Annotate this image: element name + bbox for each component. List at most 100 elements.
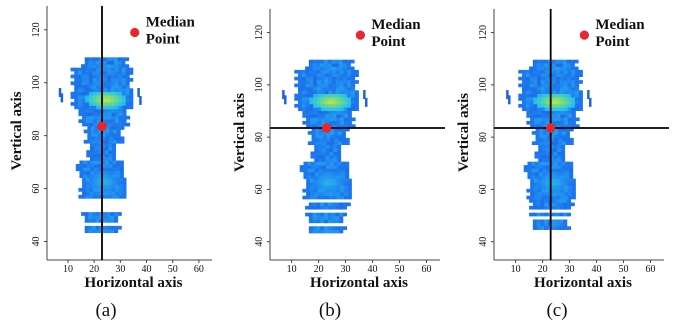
heatmap-cell: [321, 144, 326, 149]
heatmap-cell: [326, 175, 331, 179]
heatmap-cell: [321, 188, 326, 193]
heatmap-cell: [301, 103, 307, 108]
y-tick-label: 60: [478, 184, 489, 194]
heatmap-cell: [100, 153, 106, 158]
heatmap-cell: [544, 97, 549, 101]
heatmap-cell: [338, 131, 343, 135]
heatmap-cell: [316, 100, 322, 105]
heatmap-cell: [574, 73, 580, 78]
heatmap-cell: [335, 73, 341, 78]
heatmap-cell: [118, 122, 123, 127]
heatmap-cell: [107, 102, 112, 106]
heatmap-cell: [117, 60, 122, 65]
heatmap-cell: [533, 110, 539, 115]
heatmap-cell: [329, 171, 335, 176]
heatmap-cell: [556, 93, 561, 98]
heatmap-cell: [92, 74, 97, 79]
heatmap-cell: [338, 137, 343, 142]
heatmap-cell: [560, 124, 565, 128]
heatmap-cell: [532, 212, 538, 217]
heatmap-cell: [540, 76, 546, 81]
heatmap-cell: [309, 69, 314, 74]
heatmap-cell: [556, 80, 561, 84]
heatmap-cell: [551, 202, 556, 207]
heatmap-cell: [97, 170, 102, 175]
heatmap-cell: [129, 71, 134, 75]
heatmap-cell: [93, 157, 98, 161]
heatmap-cell: [531, 171, 536, 176]
heatmap-cell: [96, 74, 101, 79]
heatmap-cell: [537, 188, 542, 193]
heatmap-cell: [343, 117, 349, 122]
heatmap-cell: [311, 165, 316, 169]
heatmap-cell: [328, 103, 333, 108]
heatmap-cell: [112, 163, 117, 168]
heatmap-cell: [89, 177, 94, 182]
heatmap-cell: [95, 218, 100, 223]
heatmap-cell: [546, 131, 552, 135]
heatmap-cell: [315, 131, 320, 135]
heatmap-cell: [336, 120, 341, 125]
heatmap-cell: [320, 83, 325, 88]
heatmap-cell: [328, 73, 333, 78]
heatmap-cell: [540, 107, 546, 112]
heatmap-cell: [339, 107, 344, 112]
heatmap-cell: [346, 63, 351, 67]
x-axis-label: Horizontal axis: [310, 275, 408, 291]
heatmap-cell: [565, 161, 570, 166]
heatmap-cells: [506, 59, 592, 230]
heatmap-cell: [347, 90, 352, 95]
heatmap-cell: [110, 98, 115, 103]
heatmap-cell: [342, 66, 348, 71]
heatmap-cell: [321, 154, 326, 159]
heatmap-cell: [328, 182, 334, 186]
heatmap-cell: [536, 202, 541, 207]
heatmap-cell: [93, 150, 98, 154]
heatmap-cell: [103, 229, 108, 234]
heatmap-cell: [109, 139, 114, 144]
heatmap-cell: [116, 139, 121, 144]
heatmap-cell: [129, 77, 134, 82]
heatmap-cell: [110, 212, 115, 216]
y-tick-label: 80: [254, 132, 265, 142]
heatmap-cell: [542, 154, 547, 159]
heatmap-cell: [335, 66, 340, 71]
heatmap-cell: [332, 107, 337, 112]
heatmap-cell: [91, 133, 96, 137]
heatmap-cell: [532, 205, 538, 210]
heatmap-cell: [541, 110, 546, 115]
heatmap-cell: [571, 117, 576, 122]
heatmap-cell: [88, 71, 93, 75]
x-tick-label: 50: [168, 264, 178, 275]
heatmap-cell: [563, 69, 568, 74]
heatmap-cell: [312, 202, 317, 207]
heatmap-cell: [308, 212, 314, 217]
heatmap-cell: [332, 185, 337, 190]
heatmap-cell: [325, 182, 330, 186]
heatmap-cell: [556, 69, 561, 74]
heatmap-cell: [305, 103, 310, 108]
heatmap-cell: [560, 117, 565, 122]
heatmap-cell: [313, 117, 318, 122]
heatmap-cell: [556, 76, 561, 81]
heatmap-cell: [574, 69, 580, 74]
heatmap-cell: [551, 63, 556, 67]
heatmap-cell: [533, 185, 539, 190]
heatmap-cell: [323, 219, 329, 224]
heatmap-cell: [92, 105, 97, 110]
heatmap-cell: [108, 163, 113, 168]
heatmap-cell: [566, 205, 572, 210]
heatmap-cell: [308, 63, 314, 67]
heatmap-cell: [338, 141, 343, 145]
heatmap-cell: [530, 120, 535, 125]
heatmap-cell: [137, 88, 140, 98]
heatmap-cell: [114, 102, 119, 106]
heatmap-cell: [122, 181, 127, 185]
heatmap-cell: [114, 77, 119, 82]
x-tick-label: 20: [538, 264, 548, 275]
heatmap-cell: [536, 222, 541, 227]
heatmap-cell: [107, 194, 112, 199]
heatmap-cell: [317, 117, 322, 122]
heatmap-cell: [313, 100, 318, 105]
heatmap-cell: [541, 182, 546, 186]
